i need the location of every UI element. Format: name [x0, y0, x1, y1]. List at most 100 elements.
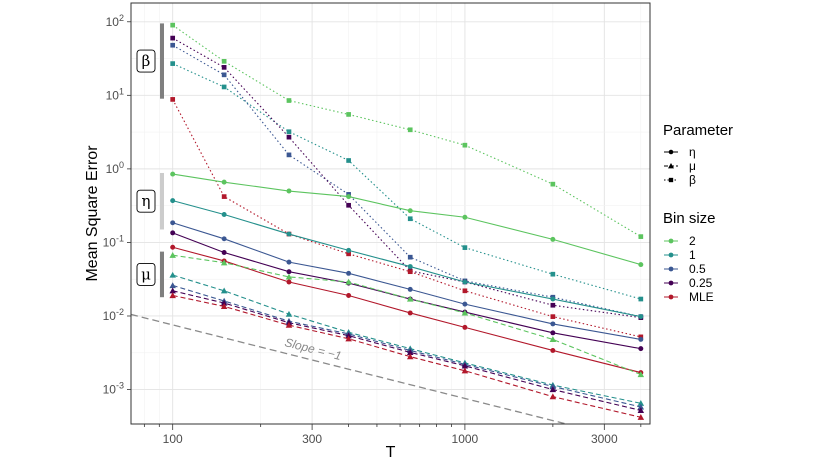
data-point-triangle-2 [461, 309, 469, 316]
legend-bin-label: MLE [689, 290, 714, 304]
series-circle-MLE [170, 244, 644, 376]
legend-parameter-title: Parameter [663, 122, 733, 139]
data-point-circle-2 [221, 179, 227, 185]
series-line-circle-2 [172, 173, 641, 266]
legend-parameter-item: μ [664, 159, 696, 173]
group-label-η: η [136, 172, 164, 230]
data-point-circle-1 [170, 198, 176, 204]
data-point-square-2 [407, 127, 413, 133]
data-point-triangle-0_25 [406, 349, 414, 355]
data-point-triangle-2 [285, 273, 293, 280]
legend-parameter-marker [668, 163, 674, 169]
data-point-triangle-MLE [345, 335, 352, 342]
data-point-circle-2 [550, 236, 556, 242]
group-range-bar [160, 251, 164, 298]
data-point-square-2 [638, 234, 644, 239]
data-point-triangle-0_5 [549, 383, 557, 390]
legend-bin-item: 0.5 [664, 262, 706, 276]
data-point-triangle-2 [406, 295, 414, 302]
data-point-circle-1 [221, 211, 227, 217]
data-point-square-0_25 [170, 35, 176, 41]
data-point-circle-2 [407, 208, 413, 214]
data-point-circle-2 [638, 262, 644, 268]
data-point-triangle-0_25 [637, 407, 645, 414]
group-label-layer: β η μ [136, 23, 164, 298]
axes: 100 300 1000 3000 10-3 10-2 10-1 100 101 102 [103, 13, 642, 446]
group-label-text: μ [141, 265, 151, 283]
data-point-triangle-0_5 [637, 403, 645, 410]
legend-parameter-label: β [689, 173, 696, 187]
data-point-circle-2 [346, 194, 352, 200]
data-point-square-MLE [221, 194, 227, 199]
group-label-box [136, 262, 156, 286]
reference-line-layer [131, 313, 570, 424]
legend-bin-label: 0.5 [689, 262, 706, 276]
y-tick-label: 102 [106, 13, 124, 29]
data-point-square-0_25 [550, 302, 556, 308]
data-point-square-1 [170, 61, 176, 66]
x-axis-title: T [386, 444, 396, 461]
data-point-triangle-0_25 [345, 332, 352, 339]
data-point-circle-0_5 [550, 321, 556, 327]
legend-bin-marker [668, 280, 674, 286]
data-point-circle-1 [407, 264, 413, 270]
data-point-triangle-2 [549, 336, 557, 343]
y-tick-label: 10-3 [103, 381, 124, 397]
data-point-circle-1 [286, 231, 292, 237]
series-triangle-MLE [169, 292, 645, 420]
legend-parameter-marker [668, 149, 674, 155]
x-tick-label: 300 [302, 432, 322, 446]
data-point-circle-0_25 [286, 269, 292, 275]
data-point-square-0_5 [221, 72, 227, 78]
data-point-circle-1 [638, 314, 644, 320]
group-label-μ: μ [136, 251, 164, 298]
data-point-triangle-0_5 [169, 282, 176, 289]
legend-parameter-item: β [664, 173, 696, 187]
data-point-triangle-MLE [637, 414, 645, 420]
data-point-square-1 [407, 216, 413, 222]
group-range-bar [160, 23, 164, 99]
data-point-square-1 [550, 271, 556, 277]
data-point-square-2 [286, 98, 292, 103]
data-point-triangle-0_25 [169, 287, 176, 294]
data-point-triangle-2 [345, 278, 352, 285]
y-tick-label: 10-2 [103, 307, 124, 323]
legend-parameter-marker [668, 177, 674, 183]
data-point-circle-MLE [462, 324, 468, 330]
data-point-square-0_5 [170, 42, 176, 48]
data-point-circle-2 [462, 214, 468, 220]
legend-bin-label: 2 [689, 234, 696, 248]
data-point-square-MLE [407, 269, 413, 275]
legend-bin-item: 0.25 [664, 276, 713, 290]
legend-bin-item: 1 [664, 248, 696, 262]
legend-parameter-label: μ [689, 159, 696, 173]
data-point-circle-MLE [286, 279, 292, 285]
data-point-square-1 [221, 84, 227, 90]
y-tick-label: 101 [106, 86, 124, 102]
data-point-circle-MLE [550, 347, 556, 353]
data-point-circle-0_25 [638, 346, 644, 352]
data-point-circle-0_5 [170, 220, 176, 226]
data-point-square-2 [170, 22, 176, 28]
series-circle-2 [170, 171, 644, 268]
group-label-box [136, 49, 156, 73]
data-point-triangle-1 [169, 271, 176, 278]
group-label-β: β [136, 23, 164, 99]
legend-parameter-item: η [664, 145, 696, 159]
series-triangle-2 [169, 251, 645, 378]
data-point-triangle-MLE [220, 303, 228, 310]
y-tick-label: 10-1 [103, 233, 124, 249]
data-point-circle-1 [346, 247, 352, 253]
group-label-text: β [142, 52, 151, 70]
data-point-circle-0_5 [346, 270, 352, 276]
series-line-triangle-1 [172, 274, 641, 404]
legend-bin-marker [668, 294, 674, 300]
data-point-square-2 [462, 142, 468, 148]
series-square-2 [170, 22, 644, 239]
data-point-square-2 [221, 58, 227, 64]
x-tick-label: 1000 [452, 432, 479, 446]
series-line-triangle-0_5 [172, 284, 641, 408]
data-point-triangle-2 [220, 259, 228, 266]
